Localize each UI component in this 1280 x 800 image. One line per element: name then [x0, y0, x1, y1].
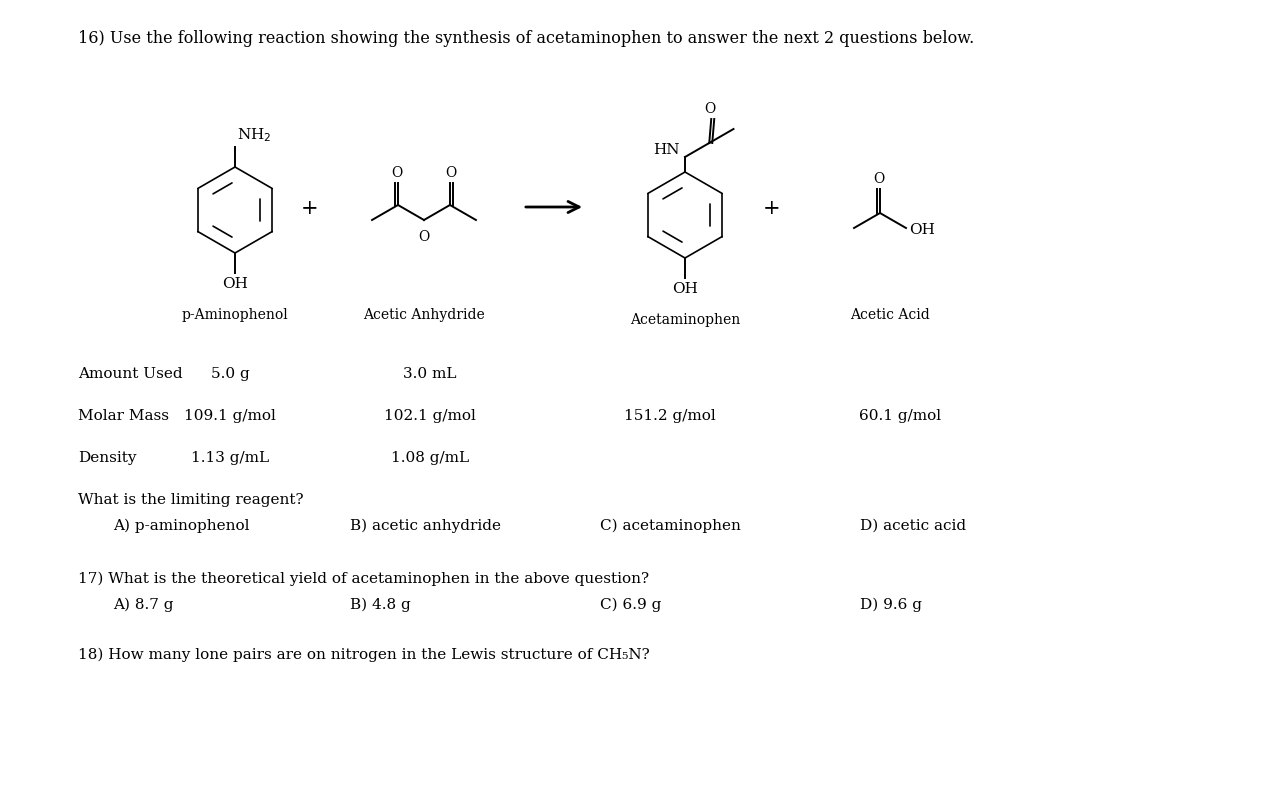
Text: 18) How many lone pairs are on nitrogen in the Lewis structure of CH₅N?: 18) How many lone pairs are on nitrogen …: [78, 648, 650, 662]
Text: 1.13 g/mL: 1.13 g/mL: [191, 451, 269, 465]
Text: O: O: [873, 172, 884, 186]
Text: Amount Used: Amount Used: [78, 367, 183, 381]
Text: 3.0 mL: 3.0 mL: [403, 367, 457, 381]
Text: A) p-aminophenol: A) p-aminophenol: [113, 519, 250, 534]
Text: 17) What is the theoretical yield of acetaminophen in the above question?: 17) What is the theoretical yield of ace…: [78, 572, 649, 586]
Text: O: O: [445, 166, 457, 180]
Text: +: +: [763, 198, 781, 218]
Text: OH: OH: [909, 223, 934, 237]
Text: D) acetic acid: D) acetic acid: [860, 519, 966, 533]
Text: B) 4.8 g: B) 4.8 g: [349, 598, 411, 612]
Text: HN: HN: [654, 143, 680, 157]
Text: 60.1 g/mol: 60.1 g/mol: [859, 409, 941, 423]
Text: 109.1 g/mol: 109.1 g/mol: [184, 409, 276, 423]
Text: 102.1 g/mol: 102.1 g/mol: [384, 409, 476, 423]
Text: Density: Density: [78, 451, 137, 465]
Text: C) acetaminophen: C) acetaminophen: [600, 519, 741, 534]
Text: 16) Use the following reaction showing the synthesis of acetaminophen to answer : 16) Use the following reaction showing t…: [78, 30, 974, 47]
Text: B) acetic anhydride: B) acetic anhydride: [349, 519, 500, 534]
Text: Acetaminophen: Acetaminophen: [630, 313, 740, 327]
Text: NH$_2$: NH$_2$: [237, 126, 271, 144]
Text: p-Aminophenol: p-Aminophenol: [182, 308, 288, 322]
Text: 1.08 g/mL: 1.08 g/mL: [390, 451, 468, 465]
Text: Molar Mass: Molar Mass: [78, 409, 169, 423]
Text: +: +: [301, 198, 319, 218]
Text: D) 9.6 g: D) 9.6 g: [860, 598, 922, 612]
Text: 151.2 g/mol: 151.2 g/mol: [625, 409, 716, 423]
Text: O: O: [392, 166, 403, 180]
Text: 5.0 g: 5.0 g: [211, 367, 250, 381]
Text: A) 8.7 g: A) 8.7 g: [113, 598, 174, 612]
Text: O: O: [419, 230, 430, 244]
Text: Acetic Acid: Acetic Acid: [850, 308, 929, 322]
Text: OH: OH: [672, 282, 698, 296]
Text: O: O: [704, 102, 716, 116]
Text: What is the limiting reagent?: What is the limiting reagent?: [78, 493, 303, 507]
Text: OH: OH: [221, 277, 248, 291]
Text: Acetic Anhydride: Acetic Anhydride: [364, 308, 485, 322]
Text: C) 6.9 g: C) 6.9 g: [600, 598, 662, 612]
